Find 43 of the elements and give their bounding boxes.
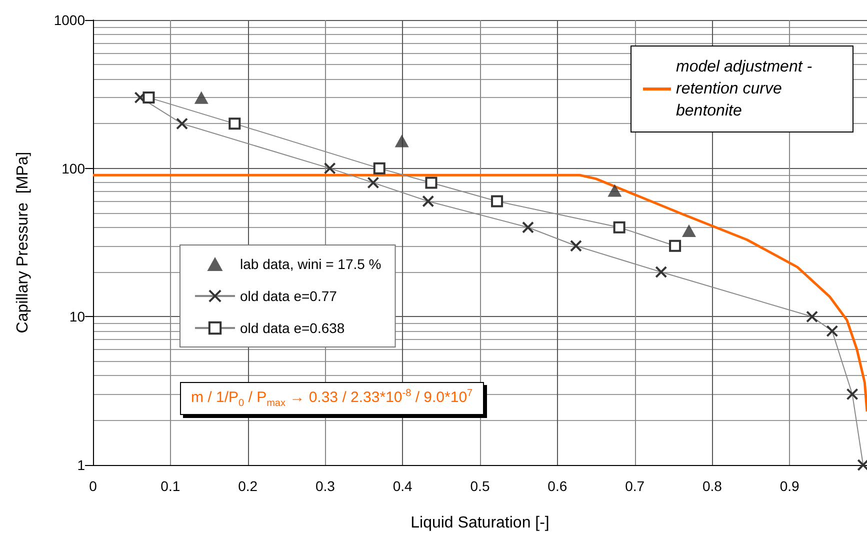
point [570,240,582,252]
legend-label: model adjustment - retention curve bentonite [676,58,817,120]
point [425,176,438,189]
point [669,240,682,252]
y-tick-label: 10 [69,308,86,325]
legend-label: old data e=0.638 [240,320,345,336]
legend-label: old data e=0.77 [240,288,338,304]
point [491,195,504,208]
point [826,325,838,338]
y-tick-label: 1000 [54,12,86,28]
point [846,388,858,400]
point [655,266,668,278]
x-tick-label: 0.7 [625,478,645,494]
point [422,195,434,208]
point [394,134,409,148]
point [367,176,380,189]
x-tick-label: 0.3 [315,478,336,494]
x-tick-label: 0.1 [160,478,180,494]
point [682,224,696,237]
point [608,184,622,197]
point [522,221,534,234]
x-tick-label: 0.5 [470,478,490,494]
point [142,92,155,104]
line-series [92,174,867,413]
point [806,310,818,323]
point [228,118,241,130]
x-tick-label: 0.8 [702,478,722,494]
x-axis-title: Liquid Saturation [-] [410,514,550,532]
y-tick-label: 1 [77,457,86,473]
x-tick-label: 0.6 [548,478,568,494]
x-tick-label: 0.4 [392,478,413,494]
point [194,91,208,104]
x-tick-label: 0.2 [238,478,258,494]
point [613,221,626,234]
point [324,162,336,174]
y-tick-label: 100 [62,160,86,176]
y-axis-title: Capillary Pressure [MPa] [14,152,32,334]
x-tick-label: 0.9 [780,478,800,494]
annotation: m / 1/P$_{0}$ / P$_{max}$ → 0.33 / 2.33*10$^{-8}$ / 9.0*10$^{7}$ [180,382,484,415]
point [373,162,386,174]
point [176,118,188,130]
legend-label: lab data, wini = 17.5 % [240,256,382,272]
x-tick-label: 0 [89,478,98,494]
